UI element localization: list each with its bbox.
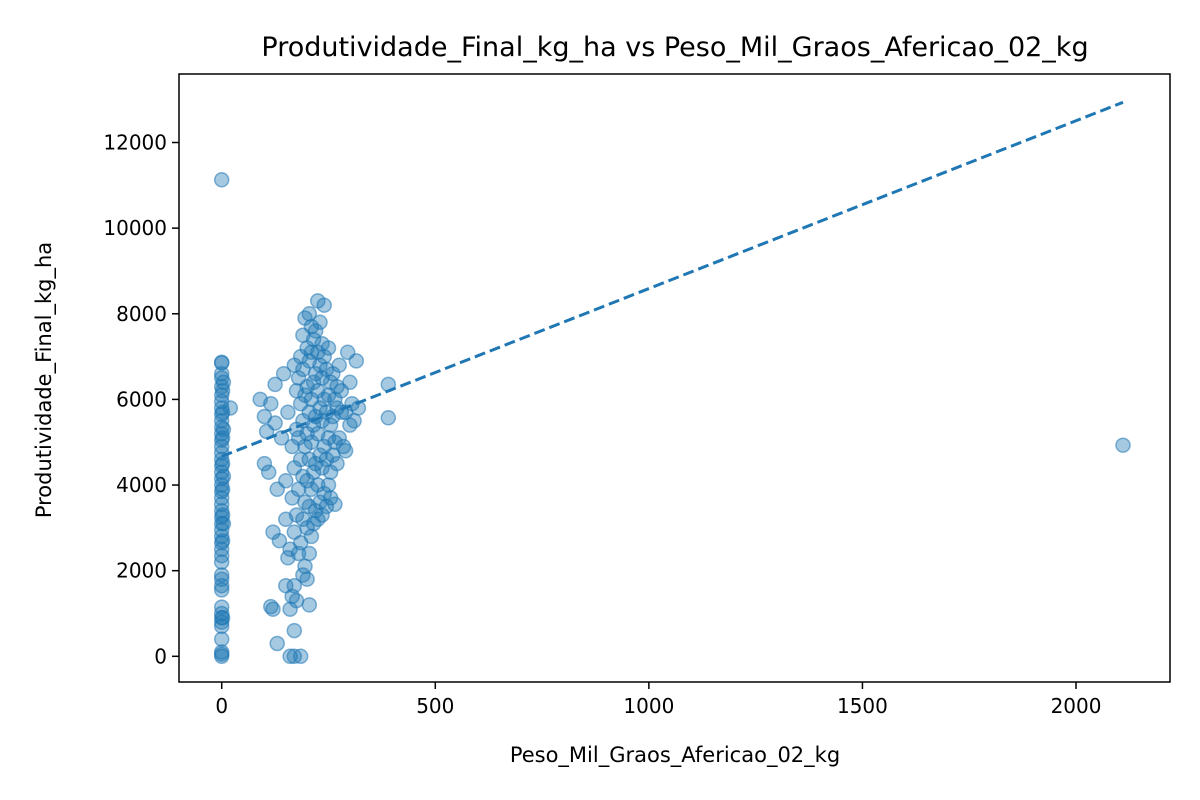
data-point-155 bbox=[312, 314, 328, 331]
data-point-36 bbox=[213, 582, 230, 598]
y-tick-label: 2000 bbox=[116, 559, 167, 583]
data-point-52 bbox=[214, 532, 231, 549]
data-point-66 bbox=[263, 598, 279, 615]
y-tick-label: 12000 bbox=[103, 131, 167, 155]
y-tick-label: 10000 bbox=[103, 216, 167, 240]
data-point-199 bbox=[348, 353, 365, 369]
data-point-33 bbox=[213, 567, 230, 583]
data-point-122 bbox=[301, 597, 318, 613]
x-axis-label: Peso_Mil_Graos_Afericao_02_kg bbox=[510, 743, 840, 768]
x-tick-label: 1500 bbox=[837, 694, 888, 718]
data-point-79 bbox=[280, 404, 296, 421]
plot-frame bbox=[178, 73, 1171, 683]
data-point-65 bbox=[265, 601, 281, 617]
data-point-188 bbox=[331, 357, 347, 373]
data-point-181 bbox=[327, 496, 343, 513]
data-point-56 bbox=[215, 468, 232, 485]
x-axis-ticks: 0 500 1000 1500 2000 bbox=[215, 682, 1101, 718]
y-axis-ticks: 0 2000 4000 6000 8000 10000 12000 bbox=[103, 131, 179, 668]
data-point-54 bbox=[215, 374, 232, 391]
data-point-182 bbox=[327, 434, 343, 450]
data-point-165 bbox=[316, 297, 332, 313]
data-point-35 bbox=[213, 577, 230, 594]
data-point-200 bbox=[350, 400, 367, 416]
data-point-129 bbox=[303, 528, 320, 545]
data-point-202 bbox=[380, 410, 397, 426]
data-point-32 bbox=[213, 554, 230, 570]
y-axis-label: Produtividade_Final_kg_ha bbox=[32, 242, 57, 518]
data-point-187 bbox=[331, 430, 347, 446]
data-point-156 bbox=[314, 507, 330, 523]
y-tick-label: 6000 bbox=[116, 387, 167, 411]
data-point-2 bbox=[213, 355, 230, 371]
data-point-70 bbox=[269, 635, 285, 652]
data-point-170 bbox=[320, 477, 337, 493]
data-point-173 bbox=[320, 340, 337, 356]
data-point-164 bbox=[316, 348, 332, 365]
data-point-123 bbox=[301, 545, 318, 562]
data-point-116 bbox=[299, 571, 315, 587]
chart-title: Produtividade_Final_kg_ha vs Peso_Mil_Gr… bbox=[261, 32, 1088, 63]
data-point-47 bbox=[214, 404, 231, 421]
data-point-61 bbox=[256, 455, 273, 472]
data-point-42 bbox=[213, 631, 230, 647]
data-point-68 bbox=[267, 415, 283, 431]
data-point-112 bbox=[297, 494, 313, 510]
data-point-92 bbox=[288, 592, 305, 609]
data-point-192 bbox=[337, 443, 354, 459]
x-tick-label: 500 bbox=[416, 694, 454, 718]
data-point-53 bbox=[214, 610, 231, 626]
data-point-69 bbox=[267, 376, 283, 393]
data-point-72 bbox=[271, 532, 288, 549]
data-point-81 bbox=[282, 648, 298, 665]
data-point-128 bbox=[301, 306, 318, 322]
data-point-63 bbox=[260, 464, 277, 480]
data-point-0 bbox=[213, 172, 230, 188]
data-point-198 bbox=[346, 413, 362, 429]
data-point-57 bbox=[215, 515, 232, 532]
data-point-58 bbox=[222, 400, 239, 416]
points-layer bbox=[213, 172, 1131, 665]
data-point-145 bbox=[310, 511, 326, 528]
y-tick-label: 4000 bbox=[116, 473, 167, 497]
data-point-55 bbox=[215, 421, 232, 438]
data-point-50 bbox=[214, 481, 231, 498]
data-point-100 bbox=[292, 648, 309, 665]
data-point-74 bbox=[275, 365, 292, 382]
x-tick-label: 0 bbox=[215, 694, 228, 718]
data-point-64 bbox=[263, 395, 279, 412]
trend-line bbox=[221, 100, 1124, 458]
data-point-195 bbox=[342, 374, 358, 391]
data-point-77 bbox=[278, 473, 294, 489]
trend-layer bbox=[221, 100, 1124, 458]
y-tick-label: 8000 bbox=[116, 302, 167, 326]
data-point-49 bbox=[214, 455, 231, 472]
y-tick-label: 0 bbox=[154, 644, 167, 668]
x-tick-label: 2000 bbox=[1051, 694, 1102, 718]
data-point-45 bbox=[213, 648, 230, 665]
data-point-88 bbox=[286, 577, 303, 594]
x-tick-label: 1000 bbox=[623, 694, 674, 718]
data-point-86 bbox=[286, 622, 303, 639]
data-point-73 bbox=[273, 430, 290, 446]
data-point-111 bbox=[297, 558, 313, 575]
data-point-157 bbox=[314, 460, 330, 476]
data-point-144 bbox=[307, 323, 324, 339]
data-point-203 bbox=[1115, 437, 1131, 453]
data-point-184 bbox=[329, 455, 345, 472]
